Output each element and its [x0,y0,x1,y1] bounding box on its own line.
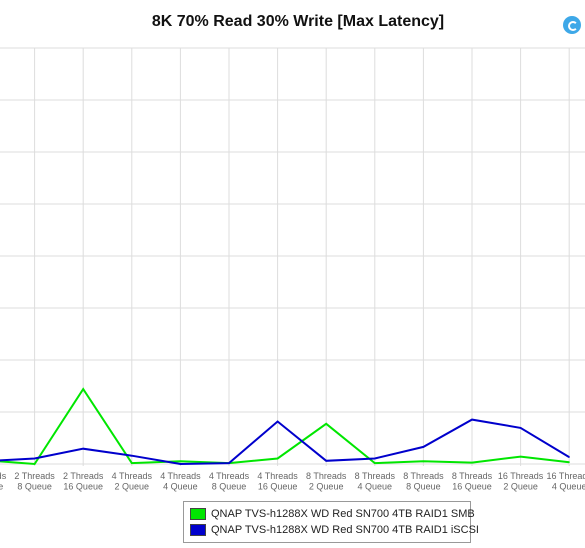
x-tick-label: 8 Threads 8 Queue [403,471,444,492]
legend-item-smb[interactable]: QNAP TVS-h1288X WD Red SN700 4TB RAID1 S… [190,508,475,522]
chart-series [0,387,570,466]
data-point-s0-2 [82,388,84,390]
x-tick-label: 2 Threads 16 Queue [63,471,104,492]
legend-swatch-smb [190,508,206,521]
data-point-s1-12 [568,456,570,458]
data-point-s1-7 [325,460,327,462]
legend-swatch-iscsi [190,524,206,537]
data-point-s0-9 [422,460,424,462]
data-point-s1-10 [471,419,473,421]
x-tick-label: 4 Threads 2 Queue [112,471,153,492]
x-tick-label: 4 Threads 8 Queue [209,471,250,492]
x-tick-label: 8 Threads 2 Queue [306,471,347,492]
data-point-s0-3 [131,462,133,464]
data-point-s1-8 [374,457,376,460]
data-point-s0-7 [325,423,327,425]
chart-legend: QNAP TVS-h1288X WD Red SN700 4TB RAID1 S… [183,501,479,543]
chart-grid [0,47,585,466]
x-tick-label: 2 Threads 8 Queue [14,471,55,492]
data-point-s1-4 [179,463,181,465]
data-point-s1-6 [277,420,279,423]
data-point-s1-9 [422,446,424,448]
data-point-s1-2 [82,448,84,450]
data-point-s1-1 [34,457,36,460]
x-tick-label: 8 Threads 4 Queue [355,471,396,492]
data-point-s0-1 [34,463,36,465]
data-point-s1-5 [228,462,230,464]
data-point-s0-8 [374,462,376,464]
data-point-s1-3 [131,455,133,457]
x-tick-label: 16 Threads 2 Queue [498,471,544,492]
data-point-s0-12 [568,461,570,463]
legend-label-iscsi: QNAP TVS-h1288X WD Red SN700 4TB RAID1 i… [211,524,479,537]
data-point-s0-11 [520,456,522,458]
x-tick-label: 8 Threads 16 Queue [452,471,493,492]
site-logo-icon [563,16,581,34]
data-point-s1-11 [520,427,522,429]
chart-title: 8K 70% Read 30% Write [Max Latency] [151,13,445,30]
x-tick-label: 4 Threads 16 Queue [257,471,298,492]
legend-item-iscsi[interactable]: QNAP TVS-h1288X WD Red SN700 4TB RAID1 i… [190,524,479,538]
legend-label-smb: QNAP TVS-h1288X WD Red SN700 4TB RAID1 S… [211,508,475,521]
data-point-s0-10 [471,462,473,464]
data-point-s0-4 [179,460,181,462]
x-tick-label: 4 Threads 4 Queue [160,471,201,492]
series-line-1 [0,418,570,466]
data-point-s0-6 [277,457,279,460]
